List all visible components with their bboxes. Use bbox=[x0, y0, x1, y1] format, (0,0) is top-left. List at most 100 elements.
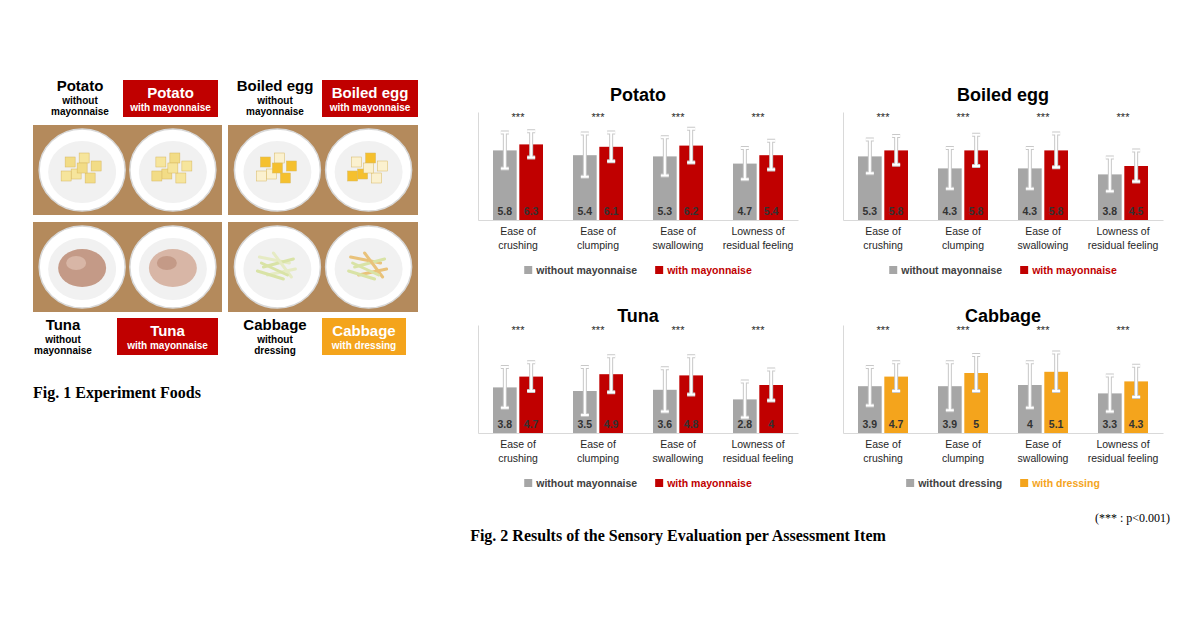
significance-label: *** bbox=[1117, 111, 1131, 123]
x-tick-label: Ease ofcrushing bbox=[863, 438, 903, 464]
food-piece bbox=[152, 171, 162, 181]
error-bar bbox=[741, 148, 749, 179]
significance-note: (*** : p<0.001) bbox=[1095, 511, 1170, 525]
food-condition-line: without bbox=[256, 334, 293, 345]
data-label: 3.6 bbox=[658, 418, 673, 430]
error-bar-outline bbox=[661, 368, 669, 411]
legend-label: without mayonnaise bbox=[535, 477, 637, 489]
chart-title: Tuna bbox=[617, 306, 660, 326]
food-condition: withoutmayonnaise bbox=[246, 95, 304, 117]
label-box bbox=[322, 80, 418, 117]
error-bar-outline bbox=[741, 381, 749, 417]
data-label: 4 bbox=[1027, 418, 1033, 430]
data-label: 6.1 bbox=[604, 205, 619, 217]
significance-label: *** bbox=[1117, 324, 1131, 336]
figure-1: PotatowithoutmayonnaisePotatowith mayonn… bbox=[33, 77, 418, 402]
error-bar-outline bbox=[527, 362, 535, 391]
food-panel: TunawithoutmayonnaiseTunawith mayonnaise bbox=[33, 222, 222, 356]
significance-label: *** bbox=[672, 324, 686, 336]
food-condition: with mayonnaise bbox=[126, 340, 208, 351]
error-bar bbox=[1132, 366, 1140, 397]
food-piece bbox=[156, 157, 166, 167]
photo-background bbox=[33, 125, 222, 215]
data-label: 3.3 bbox=[1103, 418, 1118, 430]
error-bar bbox=[946, 362, 954, 410]
tick-label-line: Ease of bbox=[1025, 438, 1061, 450]
legend-item: with dressing bbox=[1020, 477, 1100, 489]
tick-label-line: swallowing bbox=[653, 452, 704, 464]
food-piece bbox=[61, 171, 71, 181]
food-name: Boiled egg bbox=[332, 84, 409, 101]
food-piece bbox=[65, 157, 75, 167]
x-tick-label: Ease ofclumping bbox=[577, 225, 619, 251]
x-tick-label: Lowness ofresidual feeling bbox=[1088, 438, 1159, 464]
legend-label: with mayonnaise bbox=[666, 264, 752, 276]
food-piece bbox=[66, 256, 86, 270]
error-bar-outline bbox=[767, 141, 775, 170]
tick-label-line: crushing bbox=[863, 239, 903, 251]
food-name: Tuna bbox=[46, 316, 81, 333]
y-axis bbox=[478, 326, 479, 434]
food-piece bbox=[366, 153, 376, 163]
chart-panel: PotatoEase ofcrushingEase ofclumpingEase… bbox=[479, 85, 799, 276]
tick-label-line: Ease of bbox=[1025, 225, 1061, 237]
error-bar-outline bbox=[581, 134, 589, 177]
food-piece bbox=[168, 163, 178, 173]
data-label: 5.8 bbox=[498, 205, 513, 217]
error-bar-outline bbox=[866, 367, 874, 405]
x-tick: Ease ofswallowing bbox=[653, 438, 704, 464]
x-tick: Ease ofcrushing bbox=[498, 438, 538, 464]
error-bar bbox=[687, 356, 695, 394]
figure-caption: Fig. 2 Results of the Sensory Evaluation… bbox=[470, 527, 886, 545]
legend-swatch bbox=[524, 479, 532, 487]
y-axis-line bbox=[843, 113, 844, 221]
data-label: 5.4 bbox=[578, 205, 593, 217]
legend-label: with mayonnaise bbox=[666, 477, 752, 489]
food-piece bbox=[272, 163, 282, 173]
bowl-inner bbox=[139, 141, 207, 203]
error-bar bbox=[1052, 353, 1060, 391]
x-tick-label: Ease ofcrushing bbox=[863, 225, 903, 251]
y-axis-line bbox=[478, 326, 479, 434]
food-piece bbox=[352, 157, 362, 167]
x-axis-line bbox=[479, 220, 799, 221]
x-tick: Lowness ofresidual feeling bbox=[723, 438, 794, 464]
bowl-inner bbox=[139, 238, 207, 300]
food-piece bbox=[280, 173, 290, 183]
error-bar bbox=[527, 131, 535, 157]
legend-label: without mayonnaise bbox=[535, 264, 637, 276]
y-axis bbox=[843, 113, 844, 221]
tick-label-line: swallowing bbox=[1018, 452, 1069, 464]
food-piece bbox=[353, 263, 379, 275]
error-bar bbox=[972, 135, 980, 166]
legend-swatch bbox=[524, 266, 532, 274]
tick-label-line: residual feeling bbox=[1088, 239, 1159, 251]
error-bar bbox=[866, 140, 874, 174]
tick-label-line: clumping bbox=[577, 452, 619, 464]
error-bar bbox=[892, 136, 900, 165]
legend-swatch bbox=[906, 479, 914, 487]
error-bar-outline bbox=[607, 132, 615, 161]
error-bar bbox=[866, 367, 874, 405]
plot-labels: 3.93.943.34.755.14.3************ bbox=[863, 324, 1144, 430]
x-tick-label: Lowness ofresidual feeling bbox=[1088, 225, 1159, 251]
tick-label-line: Ease of bbox=[500, 225, 536, 237]
significance-label: *** bbox=[752, 111, 766, 123]
y-axis-line bbox=[843, 326, 844, 434]
error-bar bbox=[607, 132, 615, 161]
tick-label-line: crushing bbox=[863, 452, 903, 464]
x-tick: Ease ofswallowing bbox=[653, 225, 704, 251]
error-bar-outline bbox=[892, 362, 900, 391]
chart-panel: TunaEase ofcrushingEase ofclumpingEase o… bbox=[479, 306, 799, 489]
legend-item: without dressing bbox=[906, 477, 1002, 489]
legend-item: without mayonnaise bbox=[524, 264, 637, 276]
chart-title: Boiled egg bbox=[957, 85, 1049, 105]
x-tick: Ease of swallowing bbox=[1018, 438, 1069, 464]
error-bar-outline bbox=[1106, 158, 1114, 192]
data-label: 4.3 bbox=[1023, 205, 1038, 217]
food-condition: with mayonnaise bbox=[129, 102, 211, 113]
significance-label: *** bbox=[512, 111, 526, 123]
error-bar-outline bbox=[607, 356, 615, 392]
food-piece bbox=[91, 161, 101, 171]
data-label: 4.3 bbox=[1129, 418, 1144, 430]
